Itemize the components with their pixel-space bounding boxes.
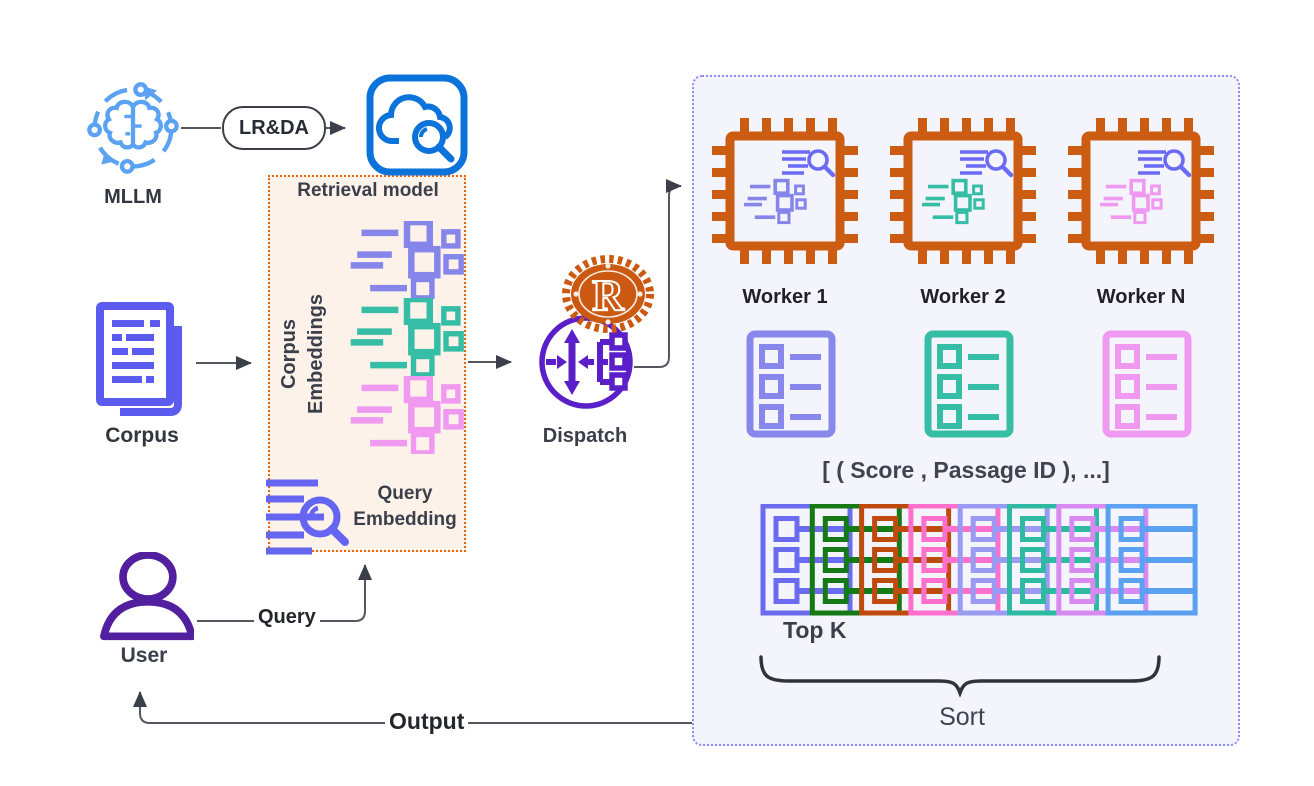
worker-chip-1: [710, 116, 860, 266]
worker-chip-3: [1066, 116, 1216, 266]
topk-label: Top K: [783, 617, 847, 643]
sort-label: Sort: [939, 703, 985, 731]
topk-strip: [760, 504, 1200, 617]
lrda-pill: LR&DA: [222, 106, 326, 150]
dispatch-label: Dispatch: [542, 425, 628, 447]
user-label: User: [120, 644, 168, 667]
query-edge-label: Query: [254, 606, 320, 629]
edge-user-query: [197, 564, 372, 622]
worker-label-1: Worker 1: [742, 286, 828, 308]
lrda-label: LR&DA: [239, 116, 309, 139]
user-icon: [98, 552, 194, 644]
output-edge-label: Output: [385, 708, 469, 735]
retrieval-model-icon: [365, 73, 469, 177]
rust-logo-icon: R: [558, 252, 658, 336]
corpus-embeddings-label: Corpus Embeddings: [278, 294, 327, 415]
worker-chip-2: [888, 116, 1038, 266]
corpus-icon: [92, 300, 192, 418]
embedding-cluster-1: [350, 221, 464, 299]
svg-text:R: R: [592, 271, 625, 320]
result-list-1: [746, 330, 836, 438]
dispatch-icon: [538, 314, 634, 410]
worker-label-2: Worker 2: [920, 286, 1006, 308]
edge-output-user: [133, 691, 692, 724]
score-tuple-text: [ ( Score , Passage ID ), ...]: [822, 457, 1110, 483]
worker-label-3: Worker N: [1096, 286, 1186, 308]
mllm-icon: [85, 80, 181, 176]
corpus-label: Corpus: [105, 424, 179, 447]
query-embedding-label: Query Embedding: [353, 483, 457, 530]
mllm-label: MLLM: [104, 186, 162, 208]
embedding-cluster-2: [350, 298, 464, 376]
embedding-cluster-3: [350, 376, 464, 454]
retrieval-model-label: Retrieval model: [297, 180, 439, 201]
edge-dispatch-workers: [634, 179, 682, 368]
sort-brace: [759, 655, 1161, 697]
result-list-3: [1102, 330, 1192, 438]
result-list-2: [924, 330, 1014, 438]
query-embedding-icon: [264, 477, 356, 563]
